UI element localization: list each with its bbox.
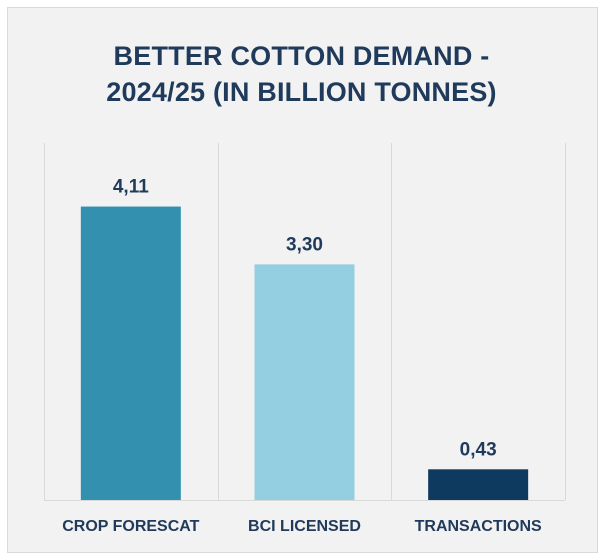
data-label: 0,43 xyxy=(460,439,497,460)
bar-crop-forescat xyxy=(80,206,181,500)
category-label: BCI LICENSED xyxy=(248,518,361,535)
category-label: CROP FORESCAT xyxy=(62,518,199,535)
data-label: 3,30 xyxy=(286,234,323,255)
chart-title: BETTER COTTON DEMAND - 2024/25 (IN BILLI… xyxy=(0,38,603,110)
data-label: 4,11 xyxy=(113,177,149,198)
category-label: TRANSACTIONS xyxy=(415,518,542,535)
chart-title-line-1: BETTER COTTON DEMAND - xyxy=(113,41,490,71)
bar-transactions xyxy=(428,469,529,500)
bar-bci-licensed xyxy=(254,264,355,500)
chart-title-line-2: 2024/25 (IN BILLION TONNES) xyxy=(106,77,497,107)
